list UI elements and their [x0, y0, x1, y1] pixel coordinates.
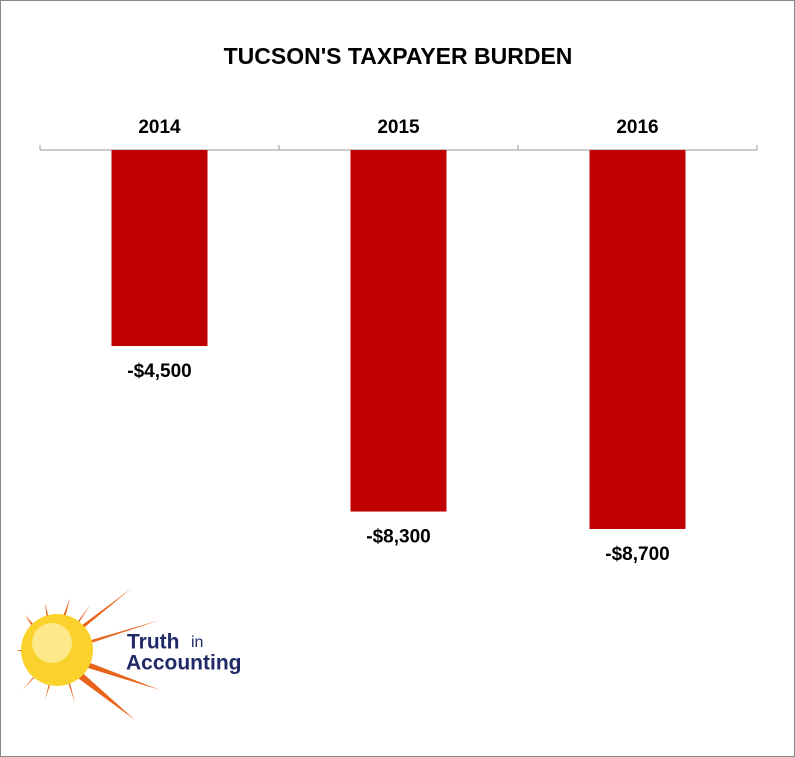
logo-word: Truth	[127, 631, 180, 654]
sun-glow	[32, 623, 72, 663]
data-label: -$8,300	[366, 527, 430, 548]
x-tick-label: 2015	[377, 117, 420, 138]
chart-title: TUCSON'S TAXPAYER BURDEN	[224, 43, 573, 69]
x-tick-label: 2014	[138, 117, 181, 138]
data-label: -$4,500	[127, 361, 191, 382]
logo-word: in	[191, 634, 203, 651]
x-tick-label: 2016	[616, 117, 658, 138]
logo: Truth in Accounting	[16, 588, 242, 720]
bar	[350, 150, 447, 512]
bar	[589, 150, 686, 529]
logo-word: Accounting	[126, 652, 242, 675]
data-label: -$8,700	[605, 544, 669, 565]
bar	[111, 150, 208, 347]
